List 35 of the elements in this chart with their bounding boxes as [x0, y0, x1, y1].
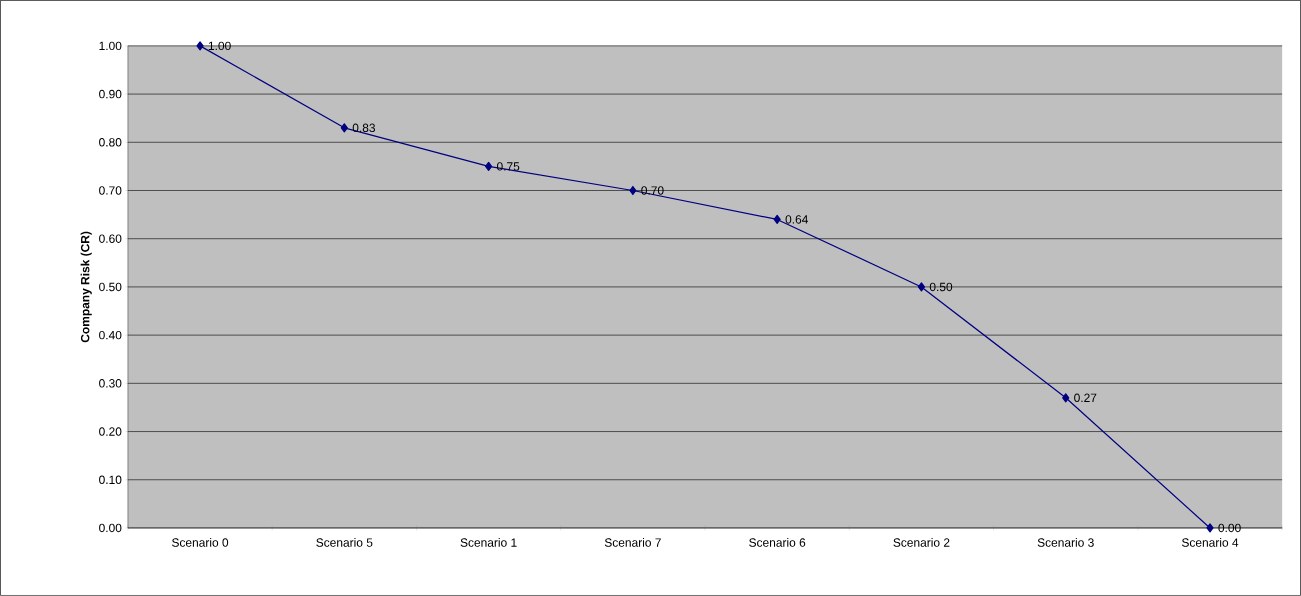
- data-label: 0.83: [352, 123, 375, 133]
- point: [340, 123, 348, 133]
- data-label: 0.27: [1074, 393, 1097, 403]
- y-tick-label: 0.70: [99, 186, 122, 195]
- y-tick-label: 0.80: [99, 138, 122, 147]
- data-label: 0.50: [929, 282, 953, 292]
- point: [485, 161, 493, 172]
- y-tick-label: 0.40: [99, 330, 122, 340]
- y-tick-label: 0.60: [99, 234, 122, 243]
- x-tick-label: Scenario 2: [893, 538, 950, 547]
- data-label: 0.75: [497, 162, 520, 171]
- point: [773, 214, 781, 225]
- x-tick-label: Scenario 4: [1181, 538, 1239, 547]
- y-tick-label: 0.00: [99, 523, 122, 533]
- data-label: 0.64: [785, 215, 809, 224]
- x-tick-label: Scenario 1: [460, 538, 517, 547]
- x-tick-label: Scenario 0: [172, 538, 229, 547]
- point: [1062, 393, 1070, 403]
- y-tick-label: 0.30: [99, 379, 122, 388]
- point: [196, 41, 204, 51]
- x-tick-label: Scenario 6: [749, 538, 806, 547]
- point: [629, 185, 637, 196]
- data-label: 0.00: [1218, 523, 1241, 533]
- x-tick-label: Scenario 3: [1037, 538, 1094, 547]
- y-tick-label: 0.20: [99, 427, 122, 436]
- y-tick-label: 0.50: [99, 282, 122, 292]
- data-label: 1.00: [208, 41, 231, 51]
- point: [917, 282, 926, 292]
- y-tick-label: 0.10: [99, 475, 122, 485]
- y-tick-label: 0.90: [99, 89, 122, 99]
- y-tick-label: 1.00: [99, 41, 122, 51]
- point: [1206, 523, 1214, 533]
- y-axis-title: Company Risk (CR): [80, 231, 92, 343]
- x-tick-label: Scenario 7: [604, 538, 661, 547]
- x-tick-label: Scenario 5: [316, 538, 373, 547]
